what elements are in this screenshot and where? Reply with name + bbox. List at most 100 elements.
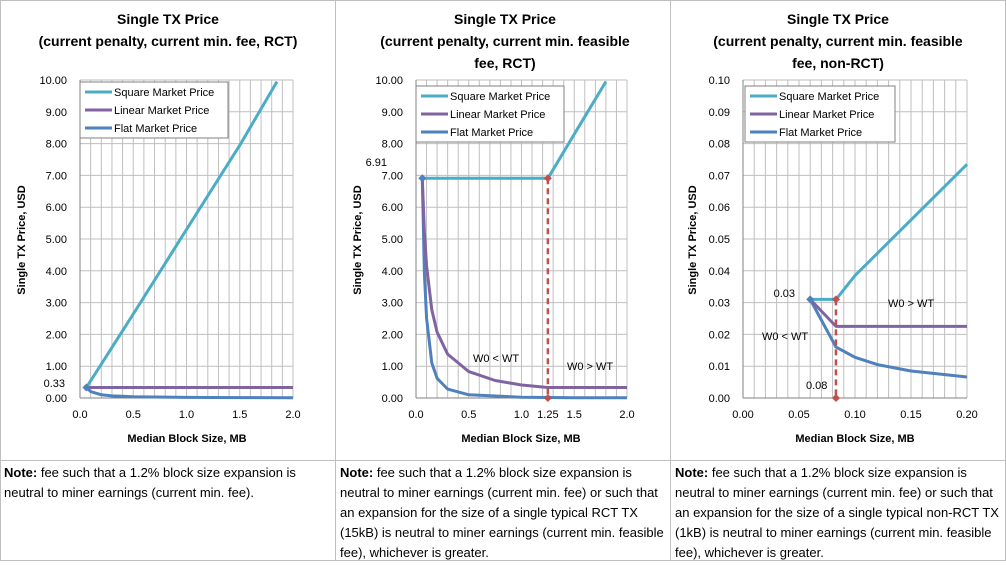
- legend-label: Square Market Price: [114, 87, 214, 99]
- x-tick-label: 1.5: [567, 409, 582, 421]
- value-label: 0.03: [774, 288, 795, 300]
- x-axis-label: Median Block Size, MB: [127, 433, 246, 445]
- annotation-label: W0 < WT: [473, 353, 519, 365]
- x-tick-label: 0.00: [732, 409, 753, 421]
- y-tick-label: 5.00: [382, 234, 403, 246]
- start-marker: [418, 174, 427, 183]
- y-tick-label: 0.07: [709, 170, 730, 182]
- y-tick-label: 7.00: [382, 170, 403, 182]
- charts-canvas: Single TX Price (current penalty, current…: [16, 11, 978, 445]
- x-tick-label: 0.10: [844, 409, 865, 421]
- threshold-marker: [831, 394, 840, 402]
- x-tick-label: 0.5: [461, 409, 476, 421]
- y-tick-label: 0.00: [709, 393, 730, 405]
- y-tick-label: 8.00: [46, 139, 67, 151]
- y-tick-label: 0.00: [46, 393, 67, 405]
- value-label: 6.91: [366, 157, 387, 169]
- chart-title-line: (current penalty, current min. fee, RCT): [39, 33, 298, 49]
- chart-title-line: fee, non-RCT): [792, 55, 884, 71]
- y-tick-label: 0.10: [709, 75, 730, 87]
- legend-label: Square Market Price: [779, 91, 879, 103]
- legend-label: Flat Market Price: [779, 127, 862, 139]
- note-text: fee such that a 1.2% block size expansio…: [675, 465, 999, 560]
- y-tick-label: 0.00: [382, 393, 403, 405]
- y-tick-label: 9.00: [382, 107, 403, 119]
- chart-panel-1: [0, 0, 336, 461]
- value-label: 0.08: [806, 380, 827, 392]
- annotation-label: W0 < WT: [762, 331, 808, 343]
- start-marker: [82, 383, 91, 392]
- series-line-2: [85, 386, 294, 400]
- legend-label: Flat Market Price: [450, 127, 533, 139]
- legend-label: Square Market Price: [450, 91, 550, 103]
- y-tick-label: 0.03: [709, 298, 730, 310]
- x-tick-label: 0.15: [900, 409, 921, 421]
- y-tick-label: 5.00: [46, 234, 67, 246]
- chart-2-annotations: 6.91 W0 < WT W0 > WT: [366, 157, 613, 402]
- x-tick-label: 0.05: [788, 409, 809, 421]
- y-tick-label: 0.09: [709, 107, 730, 119]
- legend-label: Flat Market Price: [114, 123, 197, 135]
- x-tick-label: 0.5: [126, 409, 141, 421]
- chart-3-annotations: 0.03 W0 > WT W0 < WT 0.08: [762, 288, 934, 402]
- note-label: Note:: [4, 465, 38, 480]
- y-axis-label: Single TX Price, USD: [352, 185, 364, 294]
- note-text: fee such that a 1.2% block size expansio…: [4, 465, 296, 500]
- chart-1-annotations: 0.33: [44, 378, 65, 390]
- chart-2: Single TX Price (current penalty, current…: [352, 11, 635, 445]
- legend-label: Linear Market Price: [779, 109, 874, 121]
- x-tick-label: 2.0: [619, 409, 634, 421]
- y-tick-label: 1.00: [382, 361, 403, 373]
- series-line-2: [808, 298, 968, 379]
- x-tick-label: 1.25: [537, 409, 558, 421]
- legend-label: Linear Market Price: [450, 109, 545, 121]
- chart-title-line: Single TX Price: [787, 11, 889, 27]
- y-tick-label: 0.08: [709, 139, 730, 151]
- chart-panel-2: [336, 0, 671, 461]
- chart-title-line: (current penalty, current min. feasible: [713, 33, 963, 49]
- note-1: Note: fee such that a 1.2% block size ex…: [0, 461, 336, 505]
- chart-title-line: (current penalty, current min. feasible: [380, 33, 630, 49]
- y-tick-label: 6.00: [382, 202, 403, 214]
- note-label: Note:: [340, 465, 374, 480]
- y-tick-label: 0.05: [709, 234, 730, 246]
- x-axis-label: Median Block Size, MB: [461, 433, 580, 445]
- y-tick-label: 0.04: [709, 266, 730, 278]
- series-line-0: [422, 80, 608, 180]
- annotation-label: W0 > WT: [888, 298, 934, 310]
- x-tick-label: 2.0: [285, 409, 300, 421]
- threshold-marker: [543, 174, 552, 183]
- threshold-marker: [543, 394, 552, 402]
- note-2: Note: fee such that a 1.2% block size ex…: [336, 461, 671, 565]
- y-axis-label: Single TX Price, USD: [687, 185, 699, 294]
- note-3: Note: fee such that a 1.2% block size ex…: [671, 461, 1006, 565]
- x-tick-label: 0.20: [956, 409, 977, 421]
- y-tick-label: 6.00: [46, 202, 67, 214]
- y-tick-label: 3.00: [382, 298, 403, 310]
- y-axis-label: Single TX Price, USD: [16, 185, 28, 294]
- chart-title-line: fee, RCT): [474, 55, 535, 71]
- x-tick-label: 1.5: [232, 409, 247, 421]
- note-label: Note:: [675, 465, 709, 480]
- chart-3: Single TX Price (current penalty, current…: [687, 11, 978, 445]
- chart-title-line: Single TX Price: [117, 11, 219, 27]
- series-line-1: [809, 298, 967, 328]
- y-tick-label: 10.00: [375, 75, 403, 87]
- annotation-label: W0 > WT: [567, 361, 613, 373]
- x-tick-label: 1.0: [514, 409, 529, 421]
- y-tick-label: 0.06: [709, 202, 730, 214]
- series-line-1: [420, 178, 627, 389]
- x-axis-label: Median Block Size, MB: [795, 433, 914, 445]
- y-tick-label: 10.00: [39, 75, 67, 87]
- y-tick-label: 4.00: [46, 266, 67, 278]
- y-tick-label: 3.00: [46, 298, 67, 310]
- y-tick-label: 0.01: [709, 361, 730, 373]
- y-tick-label: 1.00: [46, 361, 67, 373]
- note-text: fee such that a 1.2% block size expansio…: [340, 465, 664, 560]
- series-line-0: [85, 80, 279, 389]
- legend-label: Linear Market Price: [114, 105, 209, 117]
- y-tick-label: 9.00: [46, 107, 67, 119]
- series-line-0: [810, 163, 969, 301]
- y-tick-label: 2.00: [46, 329, 67, 341]
